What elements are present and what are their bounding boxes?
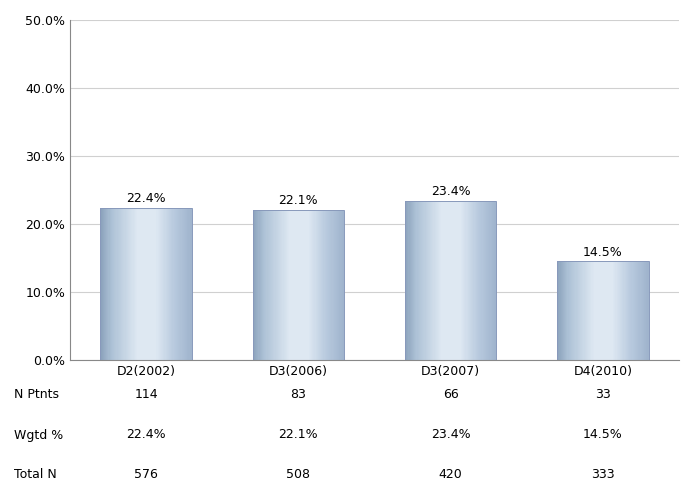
Text: 22.1%: 22.1%	[279, 194, 318, 207]
Text: 23.4%: 23.4%	[430, 428, 470, 442]
Text: 22.4%: 22.4%	[126, 428, 166, 442]
Text: 22.4%: 22.4%	[126, 192, 166, 205]
Text: 508: 508	[286, 468, 310, 481]
Text: Total N: Total N	[14, 468, 57, 481]
Text: 33: 33	[595, 388, 610, 402]
Bar	[405, 201, 496, 360]
Text: 66: 66	[442, 388, 458, 402]
Text: 83: 83	[290, 388, 307, 402]
Text: 114: 114	[134, 388, 158, 402]
Text: N Ptnts: N Ptnts	[14, 388, 59, 402]
Text: 14.5%: 14.5%	[583, 246, 623, 258]
Text: 576: 576	[134, 468, 158, 481]
Text: 22.1%: 22.1%	[279, 428, 318, 442]
Text: 23.4%: 23.4%	[430, 185, 470, 198]
Text: 333: 333	[591, 468, 615, 481]
Text: 14.5%: 14.5%	[583, 428, 623, 442]
Bar	[253, 210, 344, 360]
Bar	[101, 208, 192, 360]
Text: Wgtd %: Wgtd %	[14, 428, 63, 442]
Text: 420: 420	[439, 468, 463, 481]
Bar	[557, 262, 649, 360]
